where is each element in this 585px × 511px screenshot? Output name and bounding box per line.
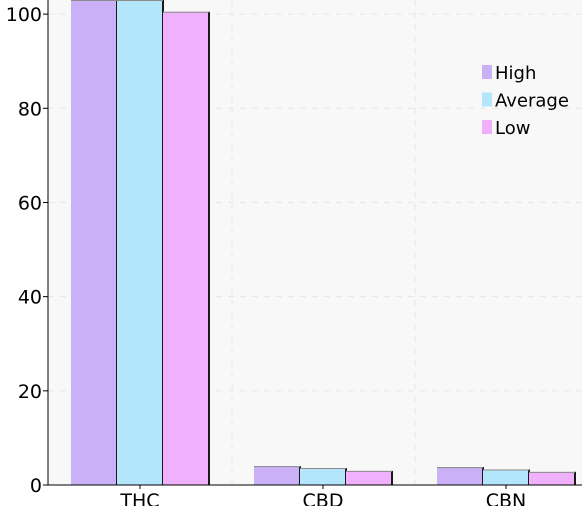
bar-thc-high — [71, 0, 117, 485]
x-tick-label: CBD — [303, 490, 344, 506]
legend: High Average Low — [482, 63, 569, 139]
y-tick-label: 80 — [18, 98, 42, 120]
bar-thc-low — [163, 11, 209, 485]
legend-swatch-high — [482, 65, 492, 79]
y-tick-label: 40 — [18, 287, 42, 309]
y-tick-label: 0 — [30, 475, 42, 497]
legend-swatch-average — [482, 92, 492, 107]
bar-cbd-low — [346, 470, 392, 485]
legend-swatch-low — [482, 120, 492, 134]
bar-cbd-high — [254, 466, 300, 485]
legend-label-average: Average — [495, 91, 569, 112]
x-tick-label: THC — [119, 490, 159, 506]
bar-cbn-high — [437, 467, 483, 485]
bar-cbn-low — [529, 471, 575, 485]
y-tick-label: 20 — [18, 381, 42, 403]
x-tick-label: CBN — [486, 490, 527, 506]
y-tick-label: 100 — [6, 4, 42, 26]
legend-label-low: Low — [495, 118, 530, 139]
y-tick-label: 60 — [18, 192, 42, 214]
bars — [71, 0, 576, 485]
legend-label-high: High — [495, 63, 536, 84]
bar-cbn-average — [483, 469, 529, 485]
bar-thc-average — [117, 0, 163, 485]
bar-cbd-average — [300, 468, 346, 485]
